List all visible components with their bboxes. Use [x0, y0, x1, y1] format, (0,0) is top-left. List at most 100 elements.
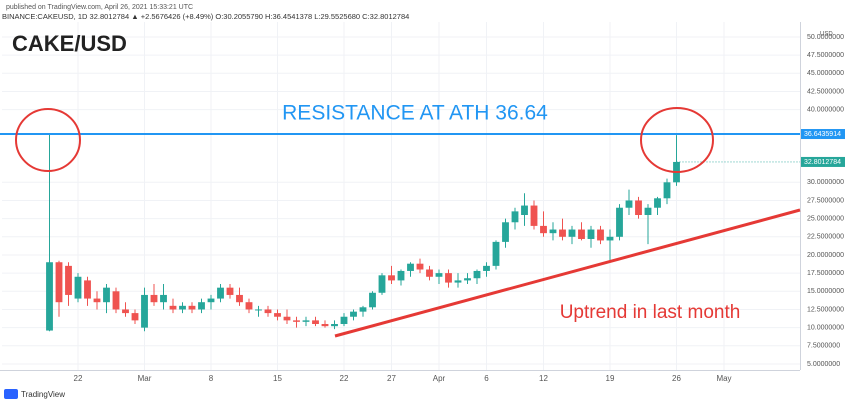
candle-body	[350, 311, 357, 317]
candle-body	[625, 200, 633, 208]
candle-body	[426, 269, 433, 277]
candle-body	[160, 294, 167, 303]
candle-body	[644, 207, 652, 216]
published-note: published on TradingView.com, April 26, …	[6, 4, 193, 11]
x-tick-label: 19	[606, 374, 615, 383]
y-tick-label: 25.0000000	[807, 215, 844, 222]
candle-body	[578, 229, 585, 239]
candle-body	[112, 291, 120, 310]
candle-body	[407, 263, 414, 271]
candle-body	[122, 309, 129, 314]
candle-body	[188, 305, 196, 310]
candle-body	[264, 309, 272, 314]
resistance-label: 36.6435914	[804, 131, 841, 138]
candle-body	[293, 320, 300, 322]
x-tick-label: 8	[209, 374, 214, 383]
trend-line	[334, 208, 801, 338]
candle-body	[587, 229, 595, 239]
x-tick-label: 22	[340, 374, 349, 383]
candle-body	[492, 241, 500, 266]
candle-body	[179, 305, 186, 310]
candle-body	[369, 292, 376, 308]
candle-body	[388, 275, 395, 281]
y-tick-label: 12.5000000	[807, 306, 844, 313]
candle-body	[540, 225, 547, 234]
highlight-circle	[640, 107, 714, 173]
candle-body	[549, 229, 557, 234]
candle-body	[454, 280, 462, 283]
candle-body	[93, 298, 101, 303]
candle-body	[321, 324, 329, 327]
y-tick-label: 17.5000000	[807, 270, 844, 277]
footer-brand: TradingView	[21, 390, 65, 399]
candle-body	[502, 222, 509, 242]
candle-body	[559, 229, 566, 237]
candles	[46, 134, 680, 332]
candle-body	[283, 316, 291, 321]
y-tick-label: 22.5000000	[807, 234, 844, 241]
candle-body	[378, 275, 386, 293]
y-tick-label: 10.0000000	[807, 324, 844, 331]
x-tick-label: May	[716, 374, 731, 383]
x-tick-label: 12	[539, 374, 548, 383]
candle-body	[46, 262, 53, 331]
candle-body	[521, 205, 528, 216]
candle-body	[236, 294, 243, 303]
candle-body	[530, 205, 538, 226]
x-tick-label: 15	[273, 374, 282, 383]
y-tick-label: 50.0000000	[807, 34, 844, 41]
y-tick-label: 42.5000000	[807, 88, 844, 95]
candle-body	[55, 262, 63, 303]
candle-body	[103, 287, 110, 303]
x-tick-label: 22	[74, 374, 83, 383]
y-tick-label: 20.0000000	[807, 252, 844, 259]
x-tick-label: 27	[387, 374, 396, 383]
candle-body	[141, 294, 148, 328]
candle-body	[397, 270, 405, 281]
candle-body	[568, 229, 576, 237]
last-price-box	[801, 156, 845, 167]
candle-body	[663, 182, 671, 199]
x-tick-label: 26	[672, 374, 681, 383]
candle-body	[483, 265, 490, 271]
x-tick-label: Apr	[433, 374, 446, 383]
candle-body	[302, 320, 310, 322]
y-unit: USD	[820, 32, 833, 38]
candle-body	[131, 313, 139, 321]
candle-body	[274, 313, 281, 317]
y-tick-label: 45.0000000	[807, 70, 844, 77]
candle-body	[150, 294, 158, 303]
candle-body	[635, 200, 642, 216]
candle-body	[255, 309, 262, 311]
candle-body	[245, 302, 253, 310]
candle-body	[616, 207, 623, 237]
candle-body	[65, 265, 72, 295]
x-tick-label: Mar	[138, 374, 152, 383]
candle-body	[606, 236, 614, 241]
candle-body	[435, 273, 443, 277]
y-tick-label: 5.0000000	[807, 361, 840, 368]
x-tick-label: 6	[484, 374, 489, 383]
candle-body	[511, 211, 519, 223]
logo-icon	[4, 389, 18, 399]
candle-body	[217, 287, 224, 299]
overlay: 36.6435914 32.8012784	[0, 129, 845, 167]
y-tick-label: 30.0000000	[807, 179, 844, 186]
y-tick-label: 15.0000000	[807, 288, 844, 295]
candle-body	[226, 287, 234, 295]
candle-body	[331, 324, 338, 327]
candle-body	[416, 263, 424, 270]
y-tick-label: 7.5000000	[807, 343, 840, 350]
candle-body	[169, 305, 177, 310]
y-tick-label: 40.0000000	[807, 106, 844, 113]
candle-body	[359, 307, 367, 312]
candle-body	[198, 302, 205, 310]
highlight-circle	[15, 108, 81, 172]
candle-body	[464, 278, 471, 281]
candle-body	[654, 198, 661, 208]
candle-body	[207, 298, 215, 303]
uptrend-annotation: Uptrend in last month	[560, 302, 741, 323]
last-price-label: 32.8012784	[804, 159, 841, 166]
